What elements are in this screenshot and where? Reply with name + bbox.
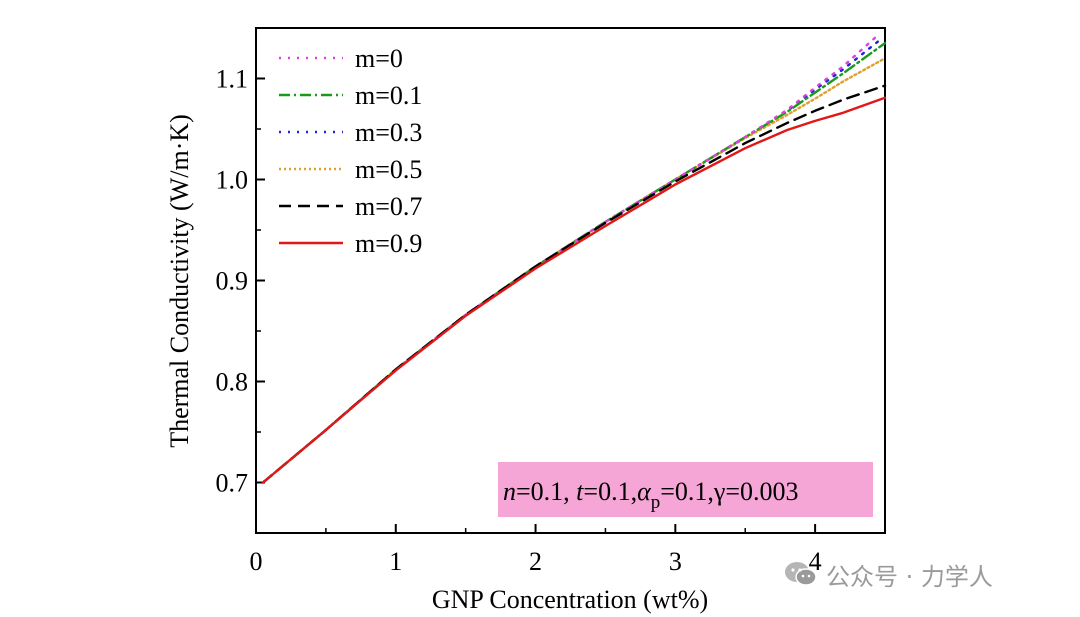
watermark-text: 公众号 · 力学人 — [826, 562, 993, 591]
y-tick-label: 0.8 — [216, 368, 249, 397]
legend-label: m=0 — [355, 44, 403, 73]
x-tick-label: 2 — [529, 547, 542, 576]
y-tick-label: 0.7 — [216, 469, 249, 498]
annot-alpha-subscript: p — [651, 492, 661, 513]
plot-area-frame — [255, 27, 886, 534]
wechat-icon — [785, 562, 817, 586]
y-axis-title: Thermal Conductivity (W/m·K) — [165, 114, 194, 448]
legend-label: m=0.9 — [355, 229, 422, 258]
x-tick-label: 4 — [809, 547, 822, 576]
legend-label: m=0.3 — [355, 118, 422, 147]
x-tick-label: 1 — [389, 547, 402, 576]
annot-n-value: =0.1, — [516, 477, 576, 506]
series-line-m-0-9 — [261, 96, 887, 484]
x-axis-title: GNP Concentration (wt%) — [432, 585, 708, 614]
legend-label: m=0.7 — [355, 192, 422, 221]
watermark: 公众号 · 力学人 — [784, 556, 1064, 592]
annot-gamma: γ=0.003 — [713, 477, 799, 506]
y-tick-label: 1.0 — [216, 166, 249, 195]
annot-alpha-value: =0.1, — [660, 477, 714, 506]
series-lines — [261, 33, 887, 484]
y-tick-label: 1.1 — [216, 65, 249, 94]
annot-t-value: =0.1, — [583, 477, 637, 506]
annot-t: t — [576, 477, 584, 506]
legend-label: m=0.5 — [355, 155, 422, 184]
annotation-background — [498, 462, 873, 517]
y-tick-label: 0.9 — [216, 267, 249, 296]
x-tick-label: 3 — [669, 547, 682, 576]
x-tick-label: 0 — [250, 547, 263, 576]
axis-ticks: 0 1 2 3 4 0.7 0.8 0.9 1.0 1.1 — [216, 65, 822, 577]
annot-alpha: α — [637, 477, 652, 506]
parameter-annotation: n=0.1, t=0.1,αp=0.1,γ=0.003 — [498, 462, 873, 517]
series-line-m-0 — [261, 33, 880, 484]
annot-n: n — [503, 477, 516, 506]
annotation-text: n=0.1, t=0.1,αp=0.1,γ=0.003 — [503, 477, 799, 513]
series-line-m-0-3 — [261, 36, 884, 484]
legend-label: m=0.1 — [355, 81, 422, 110]
legend: m=0 m=0.1 m=0.3 m=0.5 m=0.7 m=0.9 — [279, 44, 422, 258]
